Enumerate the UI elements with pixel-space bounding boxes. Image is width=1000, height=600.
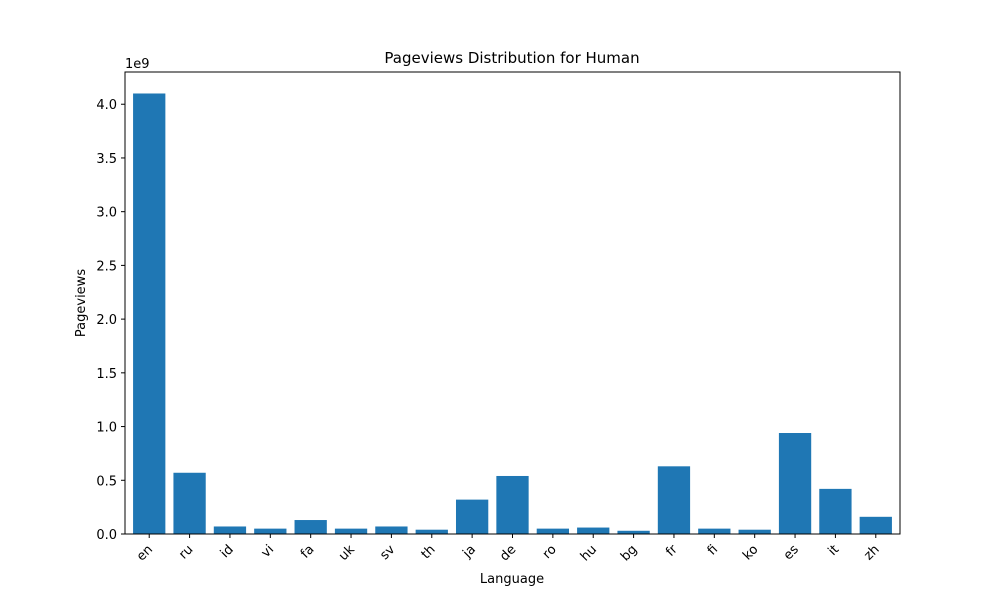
chart-title: Pageviews Distribution for Human <box>384 49 639 67</box>
bar-es <box>778 433 812 534</box>
y-tick-label-1: 0.5 <box>96 474 117 489</box>
x-tick-label-ro: ro <box>540 542 560 562</box>
bar-ko <box>738 529 771 534</box>
x-tick-label-ru: ru <box>176 542 196 562</box>
bar-en <box>133 93 166 534</box>
bar-fi <box>698 528 731 534</box>
bar-th <box>415 529 448 534</box>
y-tick-label-8: 4.0 <box>96 98 117 113</box>
bar-id <box>213 526 247 534</box>
x-tick-label-ko: ko <box>740 542 761 563</box>
bar-ru <box>173 472 206 534</box>
x-tick-label-de: de <box>497 542 519 564</box>
x-tick-label-it: it <box>825 542 842 559</box>
bar-it <box>819 488 852 534</box>
x-tick-label-id: id <box>218 542 237 561</box>
y-tick-label-6: 3.0 <box>96 206 117 221</box>
x-tick-label-fr: fr <box>663 542 681 560</box>
x-tick-label-bg: bg <box>618 542 640 564</box>
y-tick-label-5: 2.5 <box>96 259 117 274</box>
bar-bg <box>617 530 650 534</box>
y-tick-label-7: 3.5 <box>96 152 117 167</box>
x-axis-title: Language <box>480 572 544 587</box>
x-tick-label-ja: ja <box>459 542 479 562</box>
x-tick-label-zh: zh <box>861 542 882 563</box>
x-tick-label-th: th <box>419 542 439 562</box>
bar-de <box>496 475 529 534</box>
x-tick-label-vi: vi <box>259 542 278 561</box>
bar-vi <box>254 528 287 534</box>
x-tick-label-en: en <box>134 542 156 564</box>
y-tick-label-4: 2.0 <box>96 313 117 328</box>
y-axis-title: Pageviews <box>74 269 89 337</box>
y-tick-label-2: 1.0 <box>96 421 117 436</box>
bar-ja <box>455 499 489 534</box>
x-tick-label-uk: uk <box>336 542 358 564</box>
y-axis: 0.0 0.5 1.0 1.5 2.0 2.5 3.0 3.5 4.0 <box>96 98 125 543</box>
x-tick-label-fa: fa <box>298 542 317 561</box>
bar-fa <box>294 520 327 534</box>
bars-group <box>133 93 892 534</box>
y-tick-label-0: 0.0 <box>96 528 117 543</box>
bar-ro <box>536 528 570 534</box>
y-tick-label-3: 1.5 <box>96 367 117 382</box>
x-tick-label-es: es <box>781 542 802 563</box>
x-axis: en ru id vi fa uk sv th ja de ro hu bg fr fi ko es it zh <box>134 534 883 565</box>
bar-uk <box>334 528 368 534</box>
x-tick-label-hu: hu <box>578 542 600 564</box>
bar-sv <box>375 526 408 534</box>
bar-zh <box>859 516 892 534</box>
x-tick-label-fi: fi <box>705 542 721 558</box>
bar-fr <box>657 466 691 534</box>
y-offset-label: 1e9 <box>125 57 150 72</box>
x-tick-label-sv: sv <box>377 542 398 563</box>
bar-hu <box>577 527 610 534</box>
